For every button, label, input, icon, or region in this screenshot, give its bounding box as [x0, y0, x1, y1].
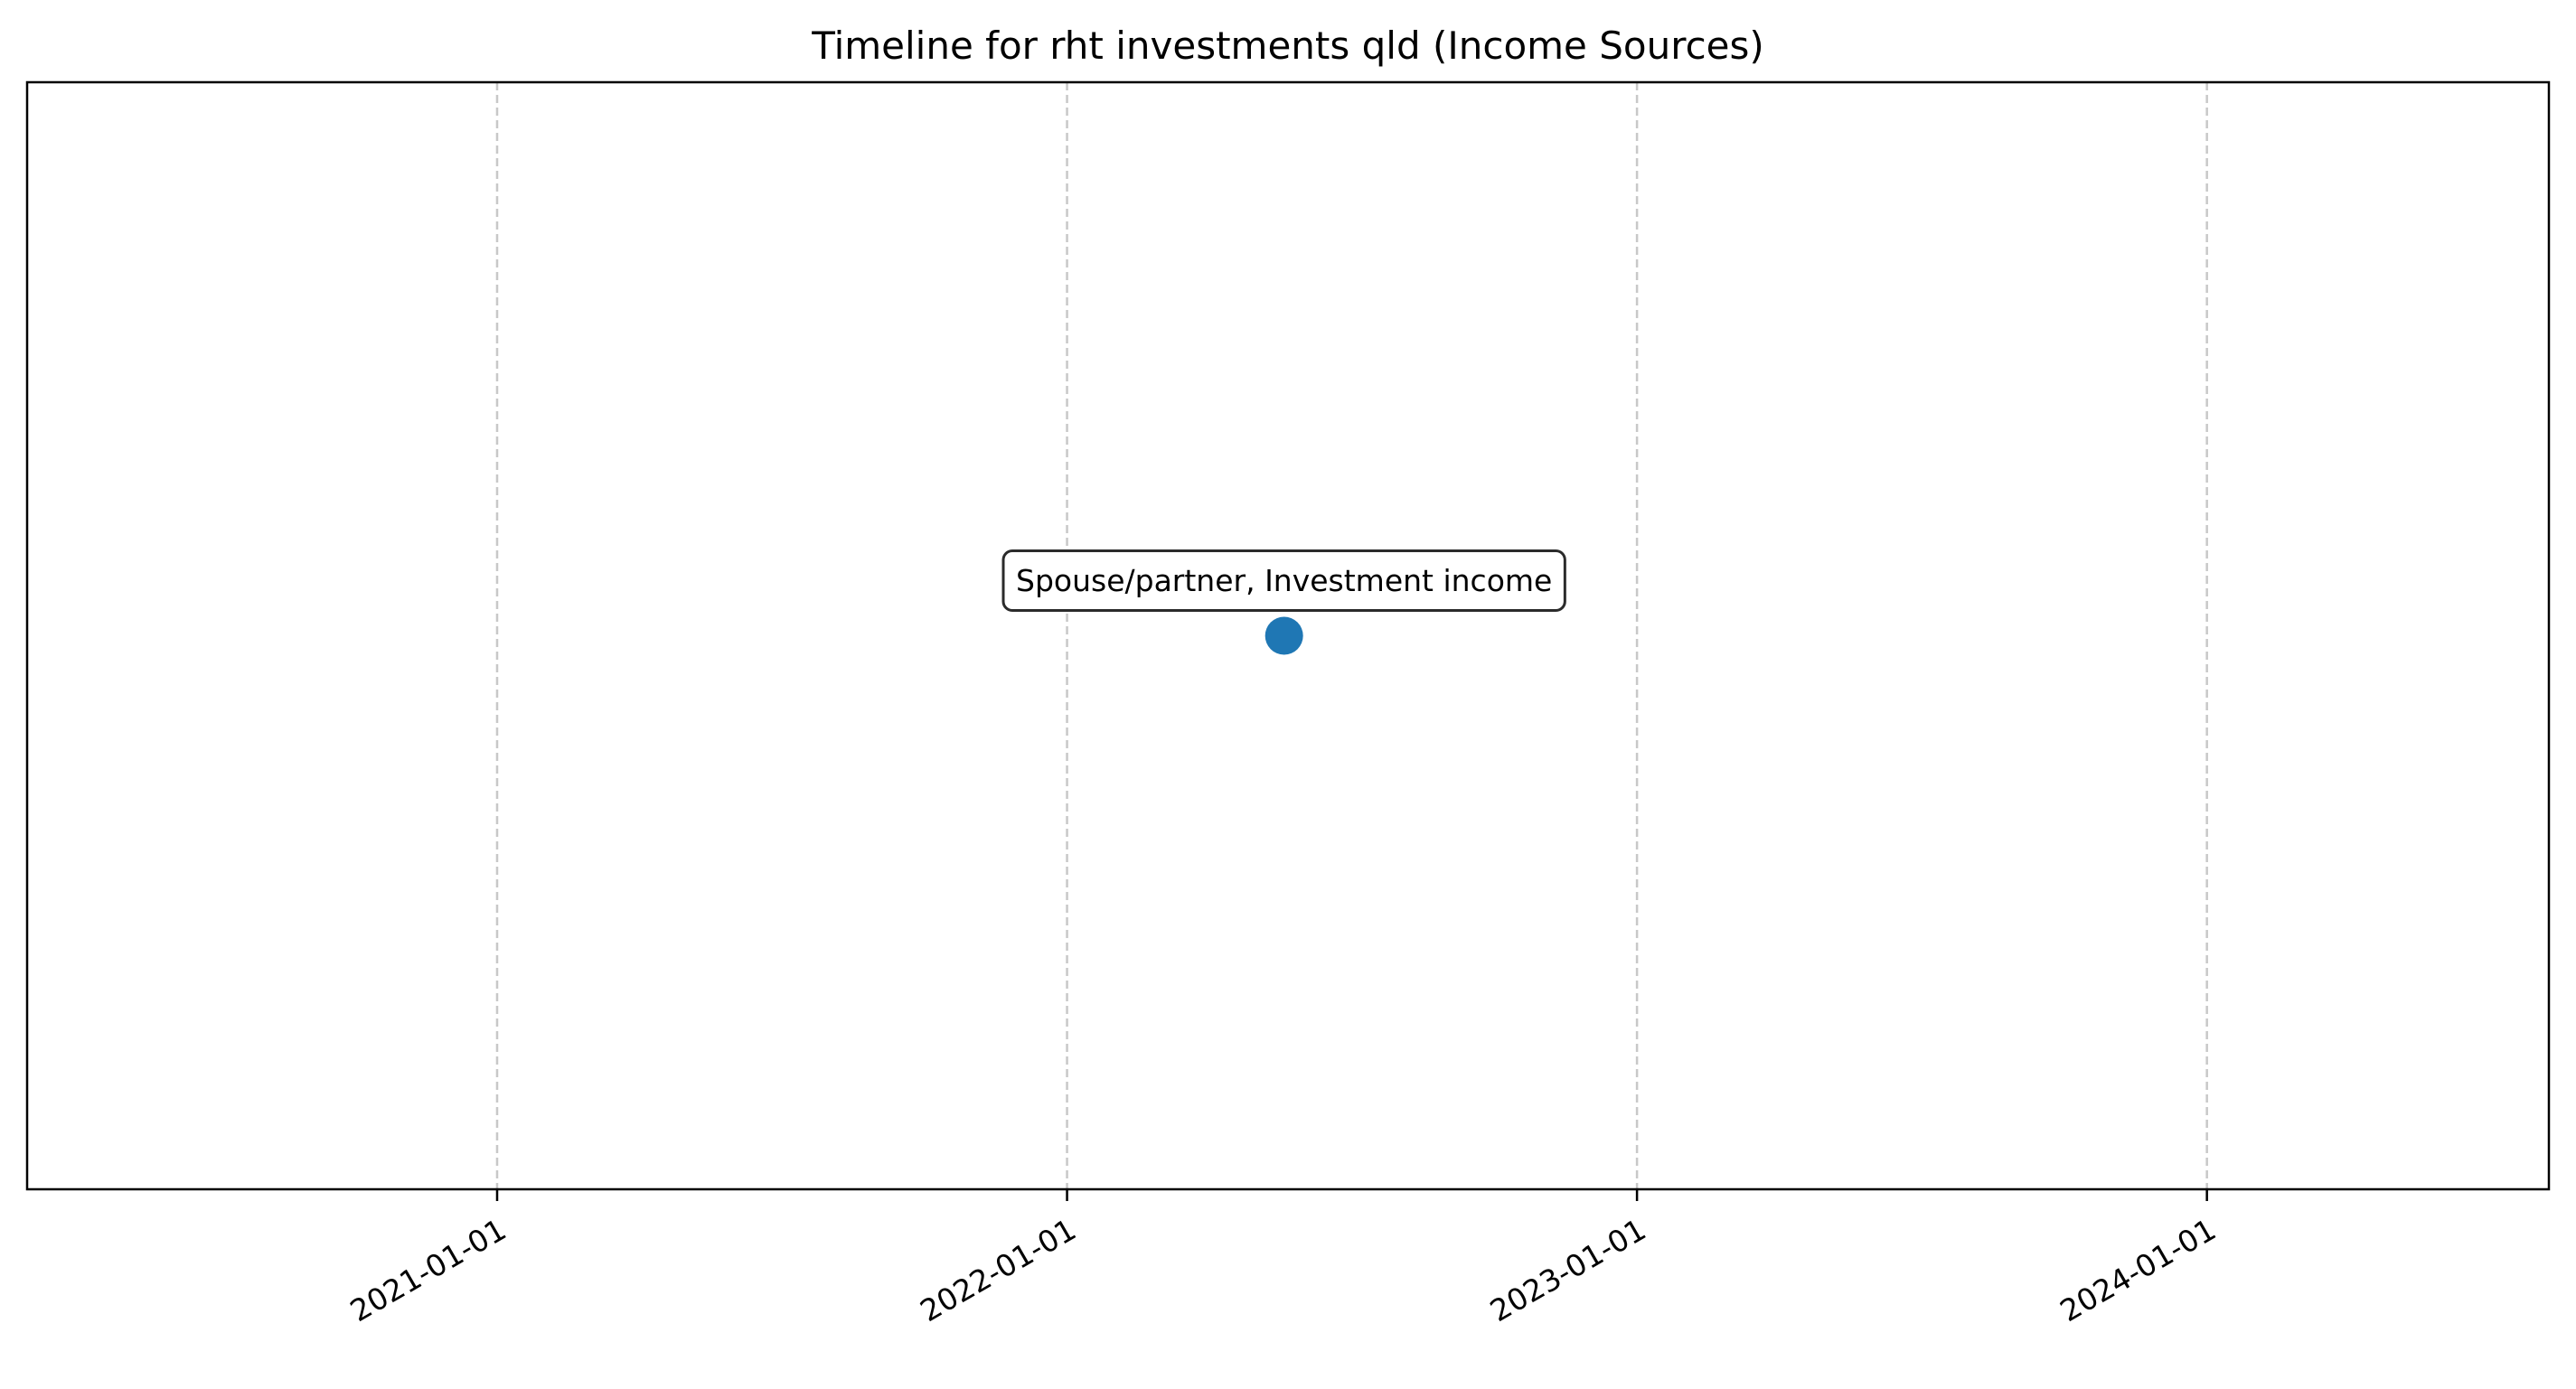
- plot-area-frame: [25, 80, 2551, 1191]
- point-annotation-label: Spouse/partner, Investment income: [1016, 563, 1552, 598]
- chart-title: Timeline for rht investments qld (Income…: [811, 23, 1764, 68]
- data-points: Spouse/partner, Investment income: [1001, 549, 1566, 655]
- point-annotation-box: [1001, 549, 1566, 612]
- x-axis-ticks: [495, 1189, 2208, 1201]
- data-point: [1264, 616, 1303, 655]
- x-gridlines: [495, 82, 2208, 1189]
